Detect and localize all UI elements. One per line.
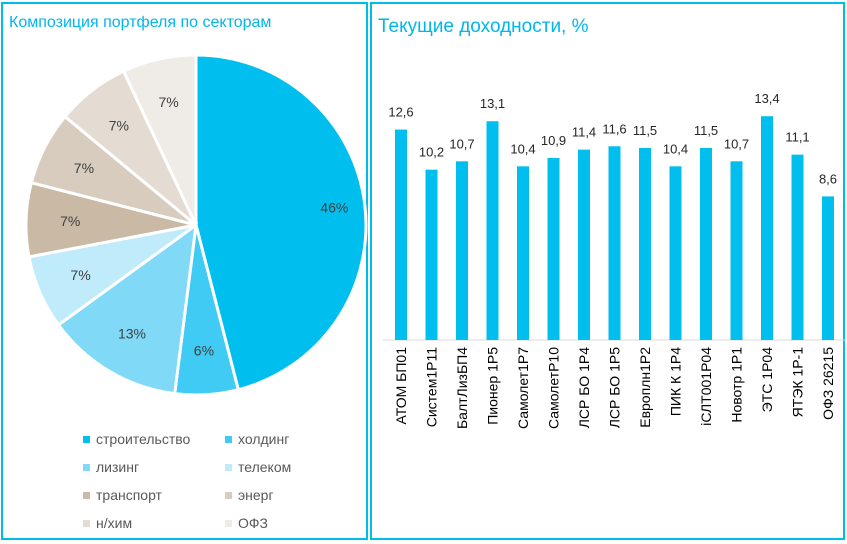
bar-9	[669, 166, 682, 340]
category-label-14: ОФЗ 26215	[820, 347, 836, 420]
pie-slice-label-3: 7%	[70, 267, 90, 283]
bar-value-label-14: 8,6	[819, 171, 837, 186]
current-yields-panel: Текущие доходности, % 12,6 АТОМ БП01 10,2 С…	[370, 2, 846, 540]
category-label-8: Европлн1Р2	[637, 347, 653, 428]
category-label-2: БалтЛизБП4	[454, 347, 470, 429]
legend-label-5: энерг	[238, 487, 274, 503]
category-label-11: Новотр 1Р1	[729, 347, 745, 423]
legend-label-0: строительство	[96, 431, 191, 447]
bar-value-label-5: 10,9	[541, 133, 566, 148]
pie-slice-label-0: 46%	[320, 200, 348, 216]
legend-item-0: строительство	[83, 431, 190, 447]
legend-swatch-6	[83, 519, 90, 527]
bar-3	[486, 121, 499, 340]
legend-item-3: телеком	[225, 459, 291, 475]
bar-14	[822, 196, 834, 340]
bar-value-label-2: 10,7	[449, 136, 474, 151]
legend-label-7: ОФЗ	[238, 515, 268, 531]
bar-value-label-10: 11,5	[694, 123, 718, 138]
pie-slice-2	[56, 221, 198, 396]
legend-item-5: энерг	[225, 487, 274, 503]
legend-item-4: транспорт	[83, 487, 162, 503]
legend-swatch-7	[225, 519, 232, 527]
legend-item-1: холдинг	[225, 431, 289, 447]
legend-label-3: телеком	[238, 459, 292, 475]
pie-slice-label-1: 6%	[194, 343, 214, 359]
legend-swatch-3	[225, 463, 232, 471]
legend-item-6: н/хим	[83, 515, 132, 531]
bar-12	[761, 116, 773, 340]
portfolio-composition-panel: Композиция портфеля по секторам 46% 6% 13%…	[1, 2, 368, 540]
pie-chart-title: Композиция портфеля по секторам	[9, 14, 272, 31]
bar-chart-title: Текущие доходности, %	[378, 16, 589, 37]
bar-value-label-12: 13,4	[754, 91, 779, 106]
category-label-7: ЛСР БО 1Р5	[607, 347, 623, 428]
bar-4	[517, 166, 529, 340]
bar-13	[791, 154, 804, 340]
category-label-10: iСЛТ001Р04	[698, 347, 714, 426]
category-label-9: ПИК К 1Р4	[668, 347, 684, 416]
category-label-12: ЭТС 1Р04	[759, 347, 775, 413]
bar-1	[425, 169, 438, 340]
bar-value-label-13: 11,1	[785, 130, 809, 145]
bar-7	[608, 146, 621, 340]
bar-2	[456, 161, 468, 340]
bar-value-label-3: 13,1	[480, 96, 505, 111]
pie-slice-label-5: 7%	[74, 160, 94, 176]
category-label-3: Пионер 1Р5	[485, 347, 501, 425]
bar-8	[639, 147, 651, 340]
bar-value-label-11: 10,7	[724, 136, 749, 151]
bar-chart: 12,6 АТОМ БП01 10,2 Систем1Р11 10,7 БалтЛизБП…	[383, 91, 846, 429]
legend-label-4: транспорт	[96, 487, 162, 503]
bar-11	[730, 161, 743, 340]
category-label-6: ЛСР БО 1Р4	[576, 347, 592, 428]
bar-0	[395, 129, 407, 340]
category-label-4: Самолет1Р7	[515, 347, 531, 429]
pie-slice-label-4: 7%	[60, 213, 80, 229]
bar-value-label-0: 12,6	[388, 105, 413, 120]
legend-label-6: н/хим	[96, 515, 133, 531]
pie-slice-label-6: 7%	[109, 118, 129, 134]
legend-swatch-4	[83, 491, 90, 499]
bar-value-label-4: 10,4	[510, 141, 535, 156]
pie-slice-7	[121, 53, 198, 226]
legend-swatch-0	[83, 435, 90, 443]
pie-slice-label-7: 7%	[158, 94, 178, 110]
bar-5	[547, 157, 560, 340]
category-label-5: СамолетР10	[546, 347, 562, 429]
bar-value-label-1: 10,2	[419, 145, 444, 160]
legend-swatch-5	[225, 491, 232, 499]
bar-6	[578, 149, 590, 340]
legend-label-1: холдинг	[238, 431, 290, 447]
bar-value-label-7: 11,6	[602, 121, 626, 136]
category-label-13: ЯТЭК 1Р-1	[790, 347, 806, 418]
bar-value-label-6: 11,4	[572, 125, 596, 140]
legend-swatch-1	[225, 435, 232, 443]
pie-slice-label-2: 13%	[118, 325, 146, 341]
category-label-0: АТОМ БП01	[393, 347, 409, 425]
legend-swatch-2	[83, 463, 90, 471]
bar-10	[700, 147, 712, 340]
pie-chart: 46% 6% 13% 7% 7% 7% 7% 7%	[24, 53, 368, 397]
legend-item-7: ОФЗ	[225, 515, 268, 531]
legend-label-2: лизинг	[96, 459, 140, 475]
pie-slice-0	[194, 53, 368, 392]
bar-value-label-9: 10,4	[663, 141, 688, 156]
legend-item-2: лизинг	[83, 459, 139, 475]
category-label-1: Систем1Р11	[424, 347, 440, 427]
bar-value-label-8: 11,5	[633, 123, 657, 138]
